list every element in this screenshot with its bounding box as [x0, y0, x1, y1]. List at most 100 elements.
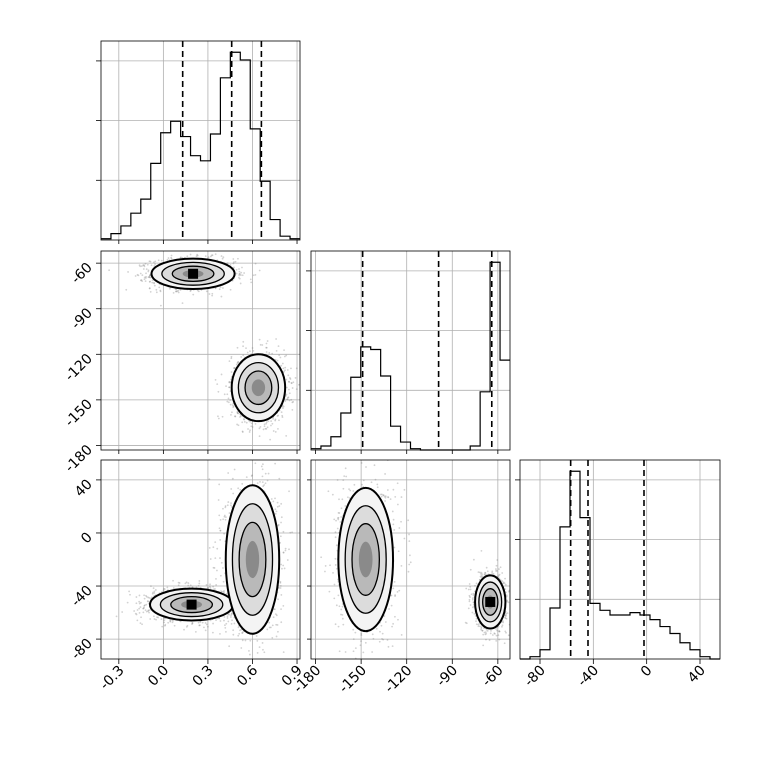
scatter-point	[284, 367, 286, 369]
scatter-point	[205, 622, 207, 624]
scatter-point	[149, 609, 151, 611]
scatter-point	[275, 338, 277, 340]
scatter-point	[257, 652, 259, 654]
scatter-point	[195, 631, 197, 633]
scatter-point	[295, 377, 297, 379]
scatter-point	[238, 424, 240, 426]
scatter-point	[243, 272, 245, 274]
scatter-point	[277, 660, 279, 662]
scatter-point	[241, 267, 243, 269]
scatter-point	[284, 400, 286, 402]
scatter-point	[187, 582, 189, 584]
scatter-point	[255, 423, 257, 425]
scatter-point	[240, 272, 242, 274]
scatter-point	[264, 425, 266, 427]
scatter-point	[233, 623, 235, 625]
scatter-point	[249, 654, 251, 656]
scatter-point	[129, 594, 131, 596]
scatter-point	[212, 546, 214, 548]
scatter-point	[231, 371, 233, 373]
scatter-point	[153, 592, 155, 594]
scatter-point	[261, 344, 263, 346]
scatter-point	[198, 622, 200, 624]
scatter-point	[278, 505, 280, 507]
scatter-point	[229, 360, 231, 362]
scatter-point	[256, 635, 258, 637]
scatter-point	[156, 616, 158, 618]
scatter-point	[298, 384, 300, 386]
scatter-point	[161, 626, 163, 628]
scatter-point	[270, 420, 272, 422]
scatter-point	[144, 604, 146, 606]
scatter-point	[153, 615, 155, 617]
scatter-point	[242, 354, 244, 356]
scatter-point	[222, 416, 224, 418]
scatter-point	[137, 274, 139, 276]
scatter-point	[233, 263, 235, 265]
scatter-point	[140, 606, 142, 608]
scatter-point	[140, 616, 142, 618]
scatter-point	[277, 598, 279, 600]
scatter-point	[211, 295, 213, 297]
scatter-point	[249, 350, 251, 352]
scatter-point	[266, 343, 268, 345]
scatter-point	[210, 587, 212, 589]
scatter-point	[138, 601, 140, 603]
scatter-point	[221, 374, 223, 376]
scatter-point	[212, 623, 214, 625]
scatter-point	[153, 591, 155, 593]
scatter-point	[143, 594, 145, 596]
scatter-point	[266, 347, 268, 349]
scatter-point	[139, 612, 141, 614]
scatter-point	[202, 622, 204, 624]
scatter-point	[245, 347, 247, 349]
scatter-point	[127, 271, 129, 273]
scatter-point	[159, 290, 161, 292]
scatter-point	[209, 293, 211, 295]
scatter-point	[144, 598, 146, 600]
scatter-point	[271, 353, 273, 355]
scatter-point	[220, 620, 222, 622]
scatter-point	[215, 584, 217, 586]
scatter-point	[145, 595, 147, 597]
scatter-point	[160, 305, 162, 307]
scatter-point	[149, 281, 151, 283]
scatter-point	[206, 584, 208, 586]
scatter-point	[221, 255, 223, 257]
scatter-point	[280, 587, 282, 589]
scatter-point	[180, 256, 182, 258]
scatter-point	[227, 472, 229, 474]
scatter-point	[290, 378, 292, 380]
scatter-point	[224, 616, 226, 618]
scatter-point	[172, 621, 174, 623]
scatter-point	[230, 414, 232, 416]
scatter-point	[251, 422, 253, 424]
scatter-point	[136, 619, 138, 621]
scatter-point	[205, 255, 207, 257]
scatter-point	[208, 256, 210, 258]
scatter-point	[141, 623, 143, 625]
scatter-point	[259, 427, 261, 429]
scatter-point	[232, 478, 234, 480]
scatter-point	[267, 480, 269, 482]
scatter-point	[242, 345, 244, 347]
scatter-point	[223, 590, 225, 592]
scatter-point	[282, 407, 284, 409]
scatter-point	[149, 618, 151, 620]
scatter-point	[223, 620, 225, 622]
scatter-point	[198, 583, 200, 585]
scatter-point	[231, 411, 233, 413]
scatter-panel-1	[101, 436, 300, 692]
scatter-point	[238, 275, 240, 277]
scatter-point	[287, 369, 289, 371]
scatter-point	[254, 462, 256, 464]
scatter-point	[172, 580, 174, 582]
scatter-point	[234, 416, 236, 418]
scatter-point	[285, 550, 287, 552]
scatter-point	[156, 291, 158, 293]
scatter-point	[232, 406, 234, 408]
scatter-point	[238, 633, 240, 635]
scatter-point	[135, 602, 137, 604]
scatter-point	[167, 622, 169, 624]
scatter-point	[242, 639, 244, 641]
